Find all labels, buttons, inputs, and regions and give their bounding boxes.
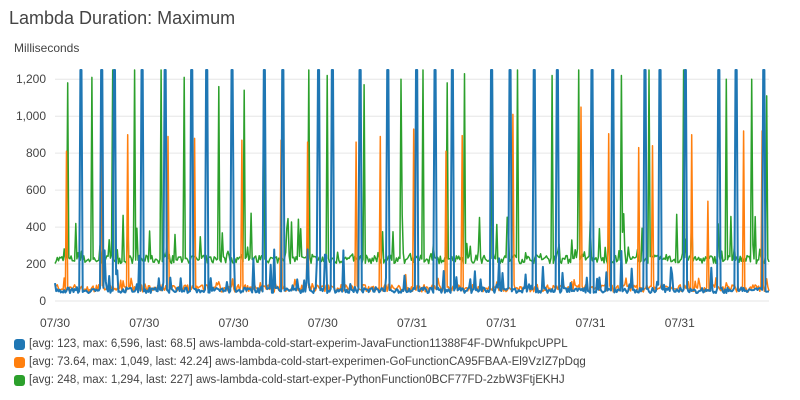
series-line-0 xyxy=(54,69,769,294)
y-axis-ticks: 0 200 400 600 800 1,000 1,200 xyxy=(16,72,46,308)
y-axis-label: Milliseconds xyxy=(14,41,80,55)
y-tick-label: 600 xyxy=(26,183,46,197)
legend-item[interactable]: [avg: 248, max: 1,294, last: 227] aws-la… xyxy=(14,371,586,389)
series-line-2 xyxy=(54,69,770,265)
series-lines xyxy=(54,69,770,294)
y-tick-label: 200 xyxy=(26,257,46,271)
legend-label: [avg: 123, max: 6,596, last: 68.5] aws-l… xyxy=(29,338,568,350)
y-tick-label: 1,000 xyxy=(16,109,46,123)
y-tick-label: 800 xyxy=(26,146,46,160)
legend-swatch xyxy=(14,356,25,368)
x-tick-label: 07/30 xyxy=(218,316,248,330)
legend-item[interactable]: [avg: 123, max: 6,596, last: 68.5] aws-l… xyxy=(14,335,586,353)
x-tick-label: 07/31 xyxy=(397,316,427,330)
y-tick-label: 0 xyxy=(39,294,46,308)
x-tick-label: 07/31 xyxy=(575,316,605,330)
chart-title: Lambda Duration: Maximum xyxy=(9,8,236,28)
legend-swatch xyxy=(14,374,25,386)
x-tick-label: 07/30 xyxy=(308,316,338,330)
series-line-1 xyxy=(54,106,770,293)
x-tick-label: 07/31 xyxy=(665,316,695,330)
legend-label: [avg: 73.64, max: 1,049, last: 42.24] aw… xyxy=(29,356,586,368)
x-tick-label: 07/30 xyxy=(40,316,70,330)
x-tick-label: 07/31 xyxy=(486,316,516,330)
legend-swatch xyxy=(14,338,25,350)
y-tick-label: 400 xyxy=(26,220,46,234)
y-tick-label: 1,200 xyxy=(16,72,46,86)
legend-item[interactable]: [avg: 73.64, max: 1,049, last: 42.24] aw… xyxy=(14,353,586,371)
x-axis-ticks: 07/30 07/30 07/30 07/30 07/31 07/31 07/31 07/31 xyxy=(40,316,695,330)
legend-label: [avg: 248, max: 1,294, last: 227] aws-la… xyxy=(29,374,565,386)
x-tick-label: 07/30 xyxy=(129,316,159,330)
chart-legend: [avg: 123, max: 6,596, last: 68.5] aws-l… xyxy=(14,335,586,389)
